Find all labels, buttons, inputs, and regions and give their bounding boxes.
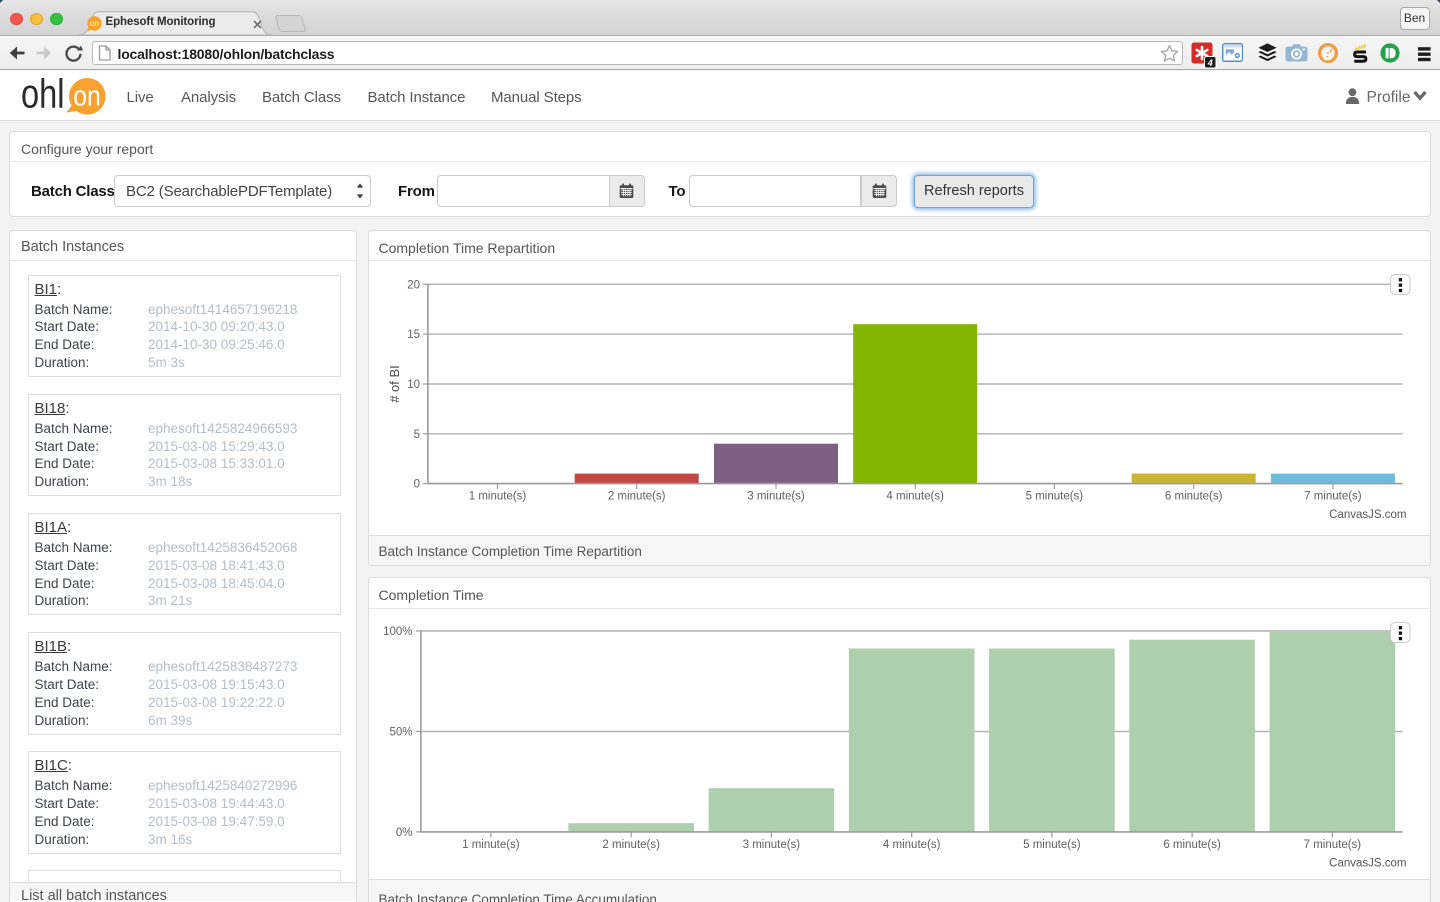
svg-text:20: 20 (407, 279, 420, 291)
svg-text:6 minute(s): 6 minute(s) (1163, 839, 1221, 851)
svg-text:ohl: ohl (21, 74, 65, 114)
svg-text:7 minute(s): 7 minute(s) (1304, 839, 1362, 851)
svg-text:5 minute(s): 5 minute(s) (1023, 839, 1081, 851)
svg-text:3 minute(s): 3 minute(s) (747, 491, 805, 503)
svg-text:10: 10 (407, 379, 420, 391)
svg-text:3 minute(s): 3 minute(s) (743, 839, 801, 851)
svg-text:4 minute(s): 4 minute(s) (883, 839, 941, 851)
svg-text:15: 15 (407, 329, 420, 341)
svg-text:5 minute(s): 5 minute(s) (1026, 491, 1084, 503)
svg-text:4: 4 (1207, 58, 1213, 68)
svg-text:on: on (73, 80, 101, 112)
svg-text:2 minute(s): 2 minute(s) (608, 491, 666, 503)
svg-text:0: 0 (414, 479, 420, 491)
svg-text:7 minute(s): 7 minute(s) (1304, 491, 1362, 503)
svg-text:1 minute(s): 1 minute(s) (469, 491, 527, 503)
svg-text:2 minute(s): 2 minute(s) (602, 839, 660, 851)
svg-text:1 minute(s): 1 minute(s) (462, 839, 520, 851)
svg-text:# of BI: # of BI (387, 365, 402, 403)
svg-text:0%: 0% (396, 827, 413, 839)
svg-text:4 minute(s): 4 minute(s) (886, 491, 944, 503)
svg-text:CanvasJS.com: CanvasJS.com (1329, 858, 1406, 870)
svg-text:6 minute(s): 6 minute(s) (1165, 491, 1223, 503)
svg-text:100%: 100% (383, 626, 412, 638)
svg-text:on: on (90, 19, 99, 28)
svg-text:50%: 50% (389, 727, 412, 739)
svg-text:CanvasJS.com: CanvasJS.com (1329, 509, 1406, 521)
svg-text:5: 5 (414, 429, 420, 441)
